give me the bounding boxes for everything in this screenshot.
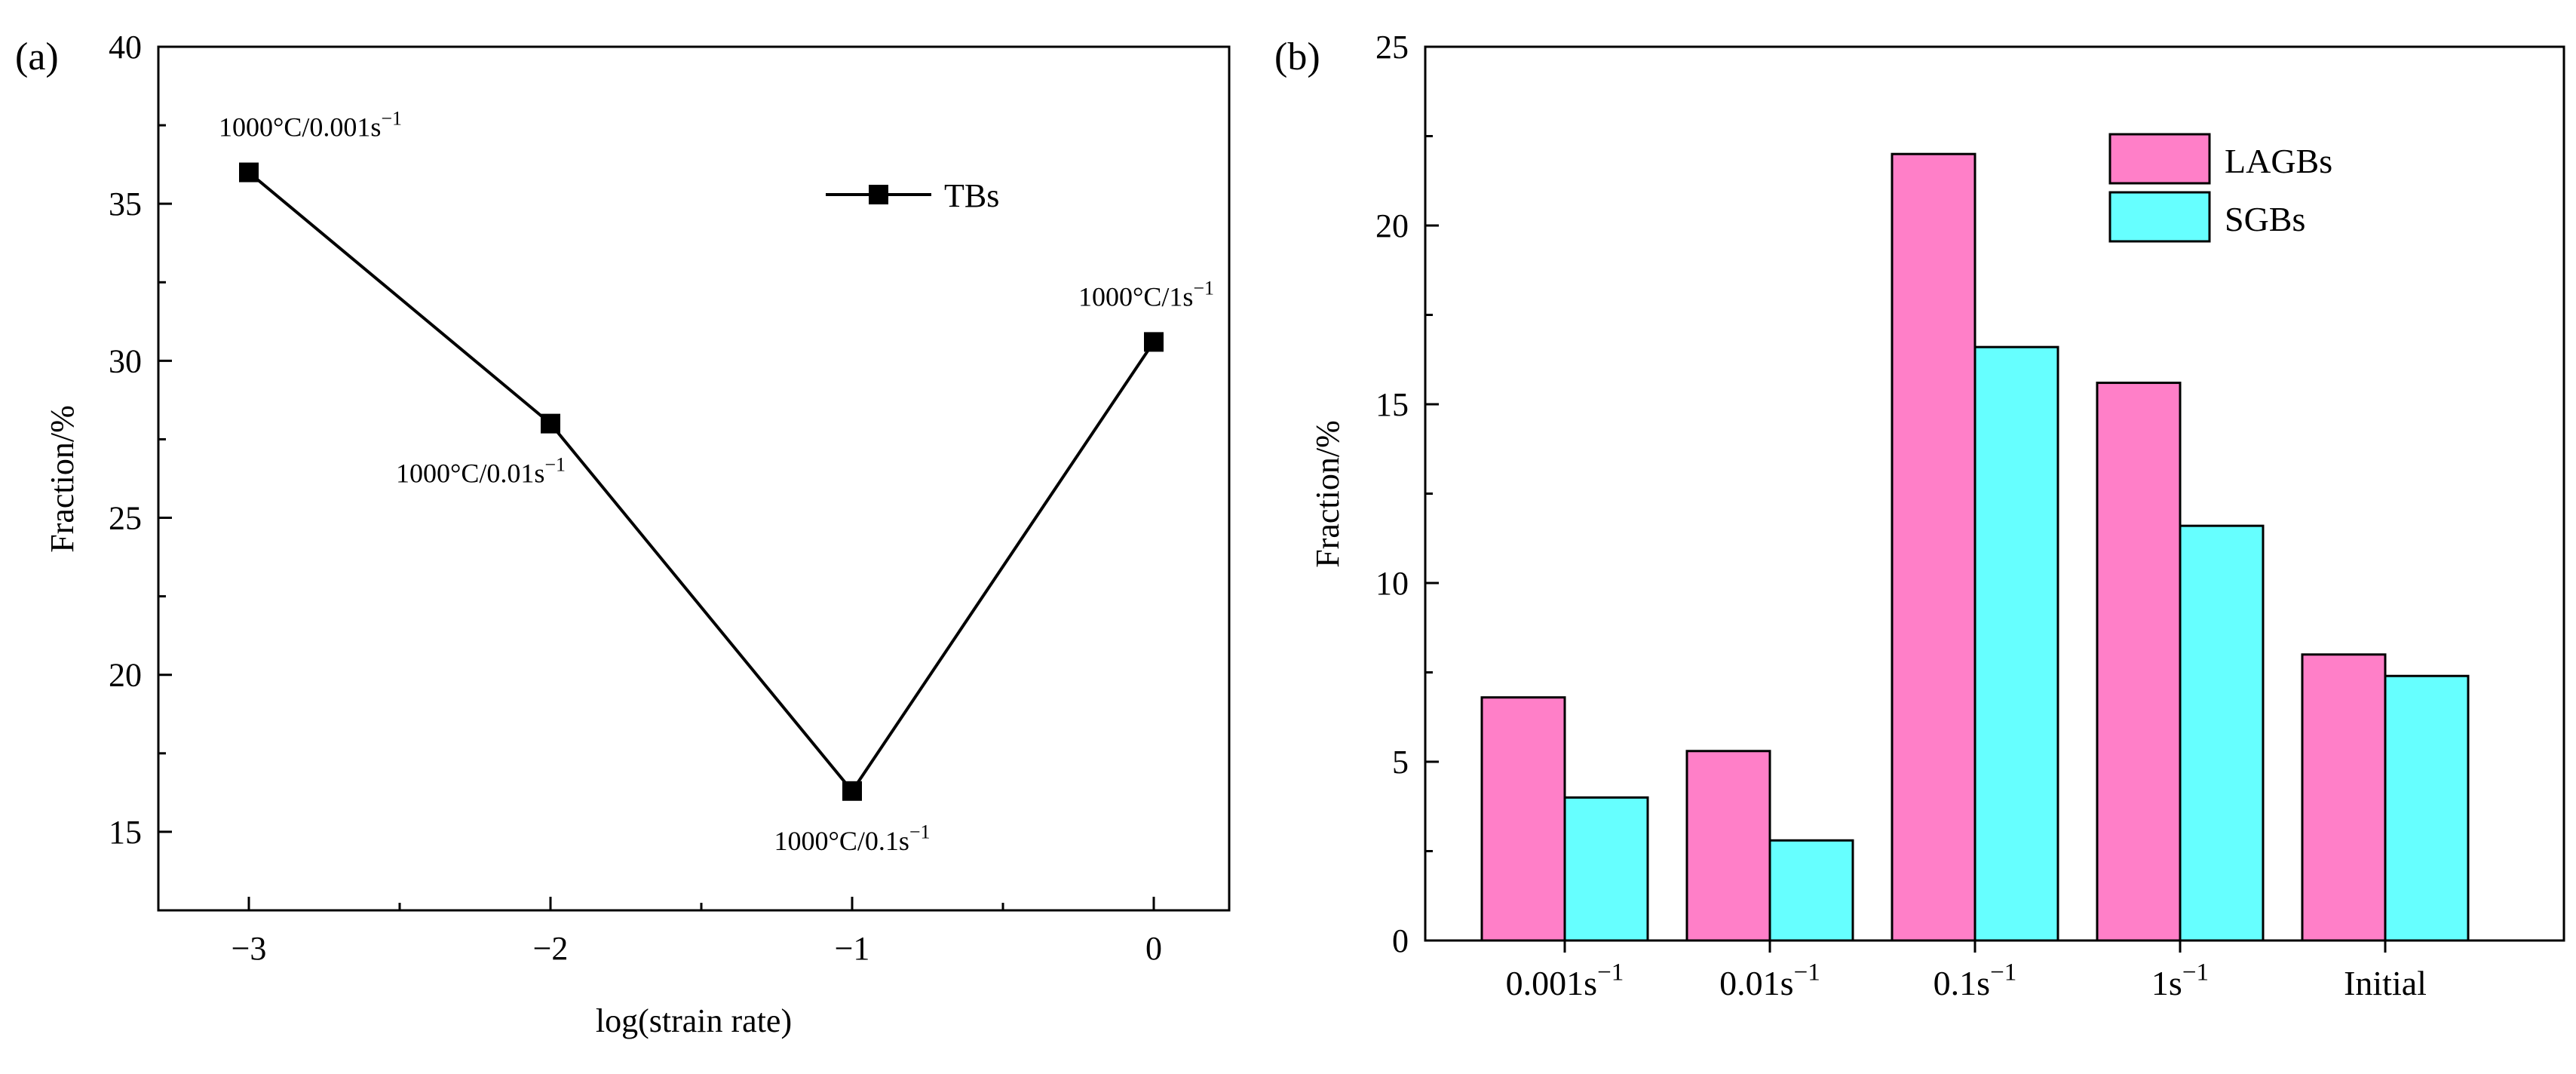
tbs-data-point [541,413,560,434]
panel-b-legend: LAGBs SGBs [2108,133,2332,243]
bar-sgbs [2384,674,2470,942]
bar-lagbs [2301,653,2387,942]
y-tick-label: 15 [1375,386,1409,423]
bar-lagbs [1685,750,1771,942]
legend-sgbs-label: SGBs [2225,200,2305,238]
legend-lagbs-label: LAGBs [2225,142,2332,180]
point-label-superscript: −1 [544,454,566,476]
y-tick-label: 0 [1392,922,1409,959]
y-tick-label: 25 [109,500,142,537]
legend-lagbs-swatch [2108,133,2211,185]
panel-a-plot-frame [157,45,1231,912]
panel-a-x-tick-labels: −3 −2 −1 0 [232,930,1162,967]
category-label-base: 0.001s [1506,964,1597,1002]
x-tick-label: 0 [1145,930,1162,967]
tbs-data-point [1144,332,1164,352]
legend-sgbs-swatch [2108,191,2211,243]
y-tick-label: 10 [1375,565,1409,602]
panel-b-label: (b) [1274,35,1320,78]
y-tick-label: 35 [109,186,142,222]
panel-b-y-tick-labels: 0 5 10 15 20 25 [1375,29,1409,959]
point-label: 1000°C/0.001s−1 [219,107,402,142]
category-label: 0.1s−1 [1934,959,2017,1002]
point-label: 1000°C/0.1s−1 [774,821,931,856]
panel-b-y-axis-label: Fraction/% [1309,420,1346,568]
x-tick-label: −3 [232,930,267,967]
point-label: 1000°C/1s−1 [1078,277,1214,311]
y-tick-label: 20 [1375,207,1409,244]
panel-a-point-labels: 1000°C/0.001s−11000°C/0.01s−11000°C/0.1s… [219,107,1214,855]
panel-a-legend: TBs [826,177,999,214]
panel-a-x-axis-label: log(strain rate) [596,1002,792,1039]
point-label-base: 1000°C/0.1s [774,826,909,856]
y-tick-label: 40 [109,29,142,66]
panel-a-ticks [158,45,1155,910]
bar-lagbs [1891,152,1976,942]
category-label-base: 1s [2151,964,2182,1002]
tbs-data-point [239,162,259,183]
y-tick-label: 5 [1392,744,1409,781]
panel-b-category-labels: 0.001s−1 0.01s−1 0.1s−1 1s−1 Initial [1506,959,2427,1002]
point-label-base: 1000°C/0.01s [396,459,544,489]
category-label: 0.001s−1 [1506,959,1624,1002]
panel-b-bars [1480,152,2470,942]
point-label: 1000°C/0.01s−1 [396,454,566,489]
point-label-base: 1000°C/1s [1078,281,1193,311]
bar-sgbs [2179,524,2265,942]
bar-sgbs [1973,345,2059,942]
y-tick-label: 15 [109,814,142,851]
category-label-superscript: −1 [1990,959,2016,987]
x-tick-label: −2 [533,930,569,967]
tbs-data-point [842,781,862,801]
bar-lagbs [1480,696,1566,942]
category-label-superscript: −1 [1597,959,1624,987]
legend-tbs-marker [869,185,888,204]
bar-sgbs [1768,839,1854,942]
point-label-superscript: −1 [381,107,402,129]
tbs-line [247,171,1155,794]
y-tick-label: 20 [109,657,142,694]
point-label-base: 1000°C/0.001s [219,112,381,143]
point-label-superscript: −1 [1193,277,1214,299]
category-label: 1s−1 [2151,959,2209,1002]
panel-a-label: (a) [15,35,59,78]
category-label: 0.01s−1 [1719,959,1820,1002]
bar-lagbs [2096,382,2182,942]
category-label: Initial [2344,964,2427,1002]
y-tick-label: 30 [109,342,142,379]
category-label-superscript: −1 [1794,959,1820,987]
panel-a-series-tbs [239,162,1164,801]
panel-a-y-tick-labels: 15 20 25 30 35 40 [109,29,142,851]
category-label-superscript: −1 [2182,959,2209,987]
category-label-base: Initial [2344,964,2427,1002]
category-label-base: 0.01s [1719,964,1793,1002]
panel-a-y-axis-label: Fraction/% [44,405,81,553]
y-tick-label: 25 [1375,29,1409,66]
panel-b-ticks [1425,45,2387,953]
bar-sgbs [1563,796,1649,942]
point-label-superscript: −1 [909,821,931,843]
category-label-base: 0.1s [1934,964,1990,1002]
legend-tbs-label: TBs [944,177,999,214]
x-tick-label: −1 [835,930,870,967]
